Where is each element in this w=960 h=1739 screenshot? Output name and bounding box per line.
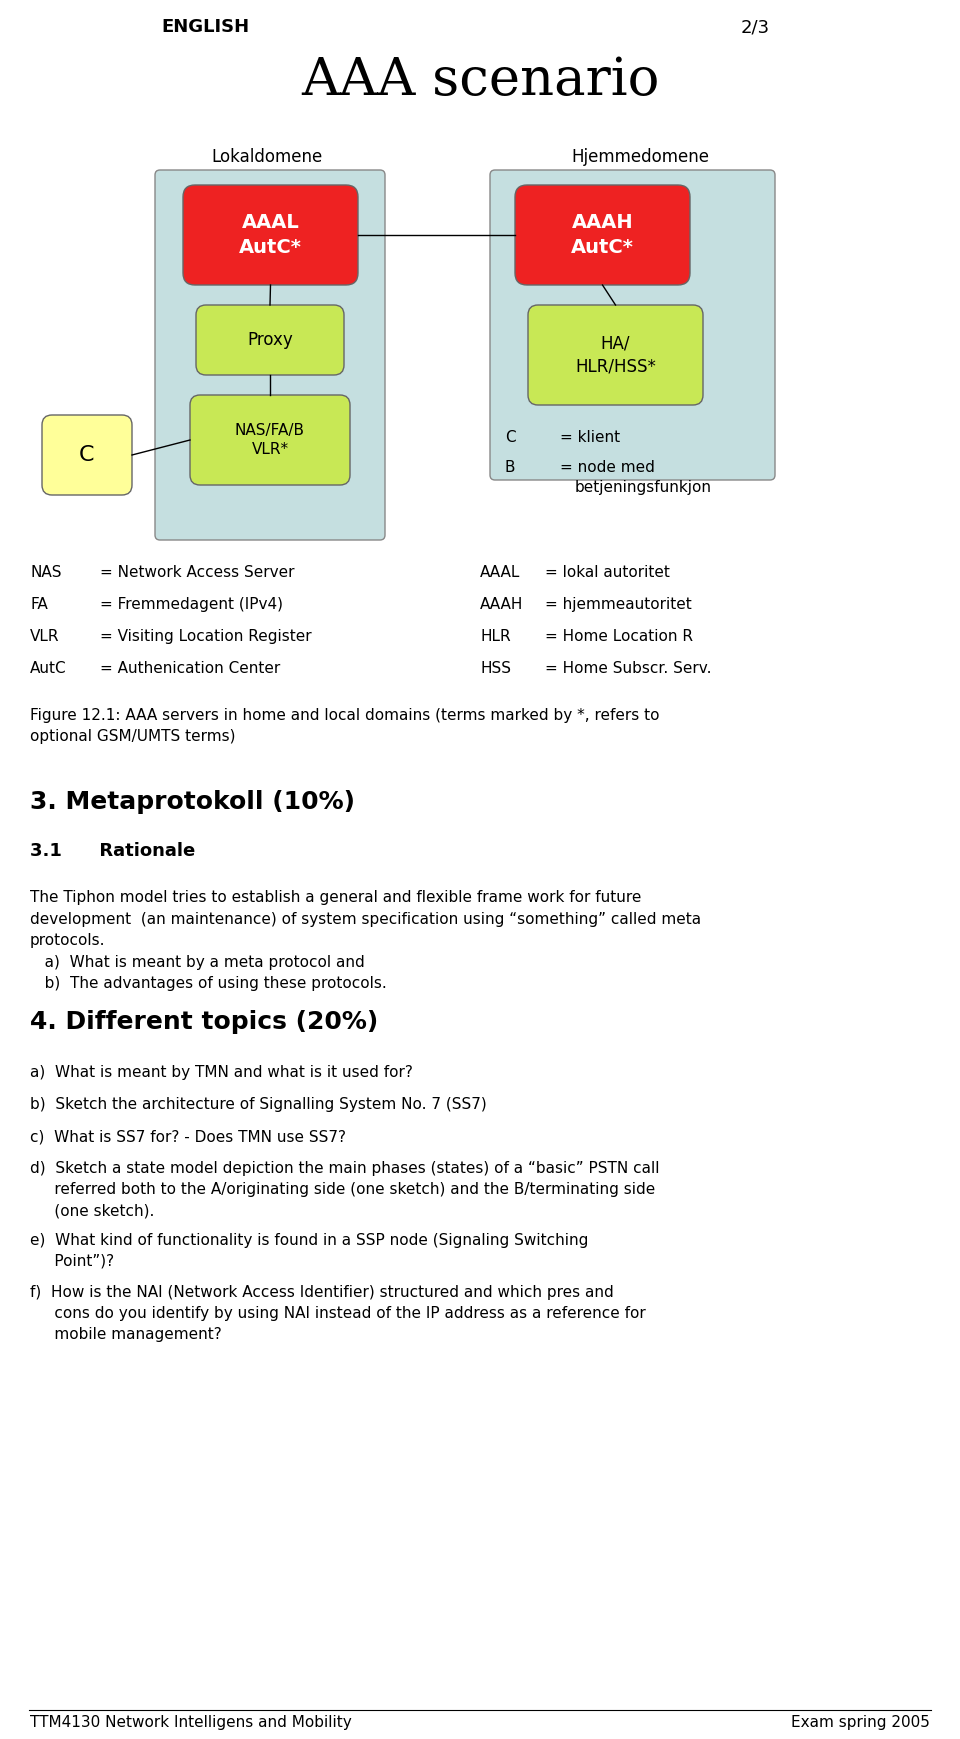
Text: f)  How is the NAI (Network Access Identifier) structured and which pres and
   : f) How is the NAI (Network Access Identi… xyxy=(30,1285,646,1343)
FancyBboxPatch shape xyxy=(515,184,690,285)
Text: e)  What kind of functionality is found in a SSP node (Signaling Switching
     : e) What kind of functionality is found i… xyxy=(30,1233,588,1269)
Text: AAAL: AAAL xyxy=(480,565,520,581)
Text: a)  What is meant by TMN and what is it used for?: a) What is meant by TMN and what is it u… xyxy=(30,1064,413,1080)
Text: HSS: HSS xyxy=(480,661,511,676)
Text: Hjemmedomene: Hjemmedomene xyxy=(571,148,709,165)
Text: 3.1      Rationale: 3.1 Rationale xyxy=(30,842,195,861)
Text: AAA scenario: AAA scenario xyxy=(300,56,660,106)
FancyBboxPatch shape xyxy=(490,170,775,480)
Text: 4. Different topics (20%): 4. Different topics (20%) xyxy=(30,1010,378,1035)
Text: TTM4130 Network Intelligens and Mobility: TTM4130 Network Intelligens and Mobility xyxy=(30,1715,351,1730)
Text: b)  Sketch the architecture of Signalling System No. 7 (SS7): b) Sketch the architecture of Signalling… xyxy=(30,1097,487,1111)
FancyBboxPatch shape xyxy=(155,170,385,541)
FancyBboxPatch shape xyxy=(196,304,344,376)
FancyBboxPatch shape xyxy=(42,416,132,496)
Text: 3. Metaprotokoll (10%): 3. Metaprotokoll (10%) xyxy=(30,790,355,814)
Text: AAAH: AAAH xyxy=(480,596,523,612)
Text: C: C xyxy=(80,445,95,464)
Text: 2/3: 2/3 xyxy=(740,17,770,37)
Text: HLR: HLR xyxy=(480,630,511,643)
Text: = node med: = node med xyxy=(560,461,655,475)
Text: AAAH
AutC*: AAAH AutC* xyxy=(571,212,634,257)
FancyBboxPatch shape xyxy=(528,304,703,405)
FancyBboxPatch shape xyxy=(183,184,358,285)
Text: ENGLISH: ENGLISH xyxy=(161,17,249,37)
Text: betjeningsfunkjon: betjeningsfunkjon xyxy=(575,480,712,496)
Text: NAS/FA/B
VLR*: NAS/FA/B VLR* xyxy=(235,423,305,457)
Text: NAS: NAS xyxy=(30,565,61,581)
Text: The Tiphon model tries to establish a general and flexible frame work for future: The Tiphon model tries to establish a ge… xyxy=(30,890,701,991)
Text: = Visiting Location Register: = Visiting Location Register xyxy=(100,630,312,643)
Text: FA: FA xyxy=(30,596,48,612)
Text: AutC: AutC xyxy=(30,661,66,676)
Text: HA/
HLR/HSS*: HA/ HLR/HSS* xyxy=(575,334,656,376)
Text: Proxy: Proxy xyxy=(247,330,293,350)
Text: = Home Location R: = Home Location R xyxy=(545,630,693,643)
Text: c)  What is SS7 for? - Does TMN use SS7?: c) What is SS7 for? - Does TMN use SS7? xyxy=(30,1129,346,1144)
Text: C: C xyxy=(505,430,516,445)
Text: Figure 12.1: AAA servers in home and local domains (terms marked by *, refers to: Figure 12.1: AAA servers in home and loc… xyxy=(30,708,660,744)
Text: = klient: = klient xyxy=(560,430,620,445)
Text: = Fremmedagent (IPv4): = Fremmedagent (IPv4) xyxy=(100,596,283,612)
Text: = Network Access Server: = Network Access Server xyxy=(100,565,295,581)
Text: VLR: VLR xyxy=(30,630,60,643)
Text: = hjemmeautoritet: = hjemmeautoritet xyxy=(545,596,692,612)
FancyBboxPatch shape xyxy=(190,395,350,485)
Text: = lokal autoritet: = lokal autoritet xyxy=(545,565,670,581)
Text: Lokaldomene: Lokaldomene xyxy=(211,148,323,165)
Text: AAAL
AutC*: AAAL AutC* xyxy=(239,212,302,257)
Text: = Authenication Center: = Authenication Center xyxy=(100,661,280,676)
Text: B: B xyxy=(505,461,516,475)
Text: Exam spring 2005: Exam spring 2005 xyxy=(791,1715,930,1730)
Text: d)  Sketch a state model depiction the main phases (states) of a “basic” PSTN ca: d) Sketch a state model depiction the ma… xyxy=(30,1162,660,1217)
Text: = Home Subscr. Serv.: = Home Subscr. Serv. xyxy=(545,661,711,676)
